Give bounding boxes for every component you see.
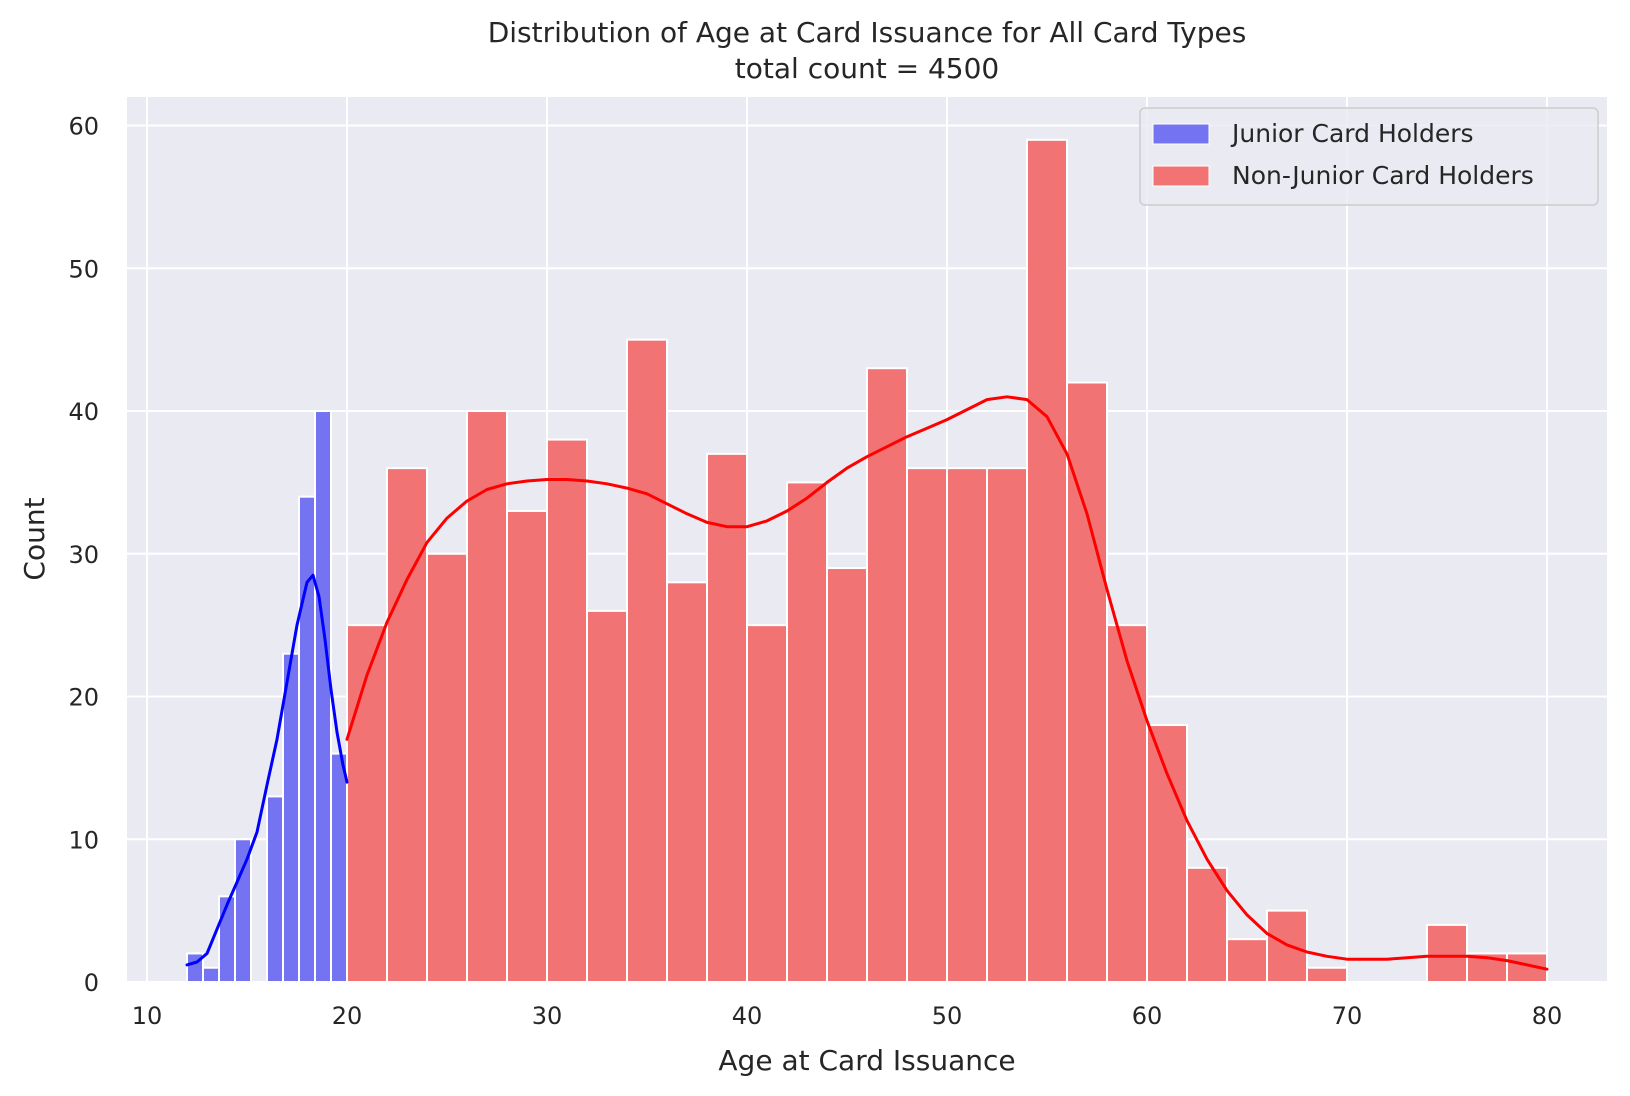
tick-labels: 10 20 30 40 50 60 70 80 0 10 20 30 40 50 60 xyxy=(68,113,1562,1030)
histogram-bar xyxy=(786,481,828,983)
y-tick-label: 20 xyxy=(68,684,99,712)
histogram-bar xyxy=(1186,866,1228,984)
y-axis-label: Count xyxy=(18,497,51,580)
x-tick-label: 10 xyxy=(132,1002,163,1030)
histogram-bar xyxy=(946,467,988,983)
histogram-bar xyxy=(906,467,948,983)
legend-label-junior: Junior Card Holders xyxy=(1230,119,1474,148)
histogram-bar xyxy=(298,495,316,983)
histogram-bar xyxy=(234,838,252,983)
x-tick-label: 70 xyxy=(1332,1002,1363,1030)
histogram-bar xyxy=(706,452,748,983)
histogram-bar xyxy=(626,338,668,983)
histogram-bar xyxy=(346,624,388,983)
histogram-bar xyxy=(314,410,332,983)
histogram-bar xyxy=(330,752,348,984)
y-tick-label: 60 xyxy=(68,113,99,141)
histogram-bar xyxy=(218,895,236,984)
histogram-bar xyxy=(1146,724,1188,983)
histogram-bar xyxy=(1026,138,1068,984)
kde-curve xyxy=(185,573,349,967)
x-tick-label: 30 xyxy=(532,1002,563,1030)
histogram-bar xyxy=(202,966,220,984)
histogram-bar xyxy=(986,467,1028,983)
histogram-bar xyxy=(266,795,284,983)
histogram-bar xyxy=(466,410,508,983)
histogram-bar xyxy=(1066,381,1108,983)
y-tick-label: 40 xyxy=(68,398,99,426)
histogram-bar xyxy=(586,609,628,983)
histogram-bar xyxy=(1426,923,1468,983)
legend-box xyxy=(1139,107,1599,206)
histogram-bar xyxy=(666,581,708,983)
y-tick-label: 50 xyxy=(68,255,99,283)
kde-curve xyxy=(345,395,1549,971)
x-tick-label: 50 xyxy=(932,1002,963,1030)
histogram-bar xyxy=(506,509,548,983)
kde-curves xyxy=(185,395,1549,971)
legend-swatch-non-junior xyxy=(1152,165,1210,187)
y-tick-label: 10 xyxy=(68,826,99,854)
x-tick-label: 60 xyxy=(1132,1002,1163,1030)
histogram-bar xyxy=(1506,952,1548,983)
histogram-bar xyxy=(546,438,588,984)
x-tick-label: 80 xyxy=(1532,1002,1563,1030)
chart-title: Distribution of Age at Card Issuance for… xyxy=(488,16,1247,49)
y-tick-label: 0 xyxy=(84,969,99,997)
legend: Junior Card Holders Non-Junior Card Hold… xyxy=(1139,107,1599,206)
x-tick-label: 40 xyxy=(732,1002,763,1030)
histogram-bar xyxy=(282,652,300,983)
legend-label-non-junior: Non-Junior Card Holders xyxy=(1232,161,1534,190)
x-tick-label: 20 xyxy=(332,1002,363,1030)
histogram-bar xyxy=(386,467,428,983)
histogram-bar xyxy=(746,624,788,983)
x-axis-label: Age at Card Issuance xyxy=(718,1044,1015,1077)
chart-subtitle: total count = 4500 xyxy=(735,52,999,85)
histogram-bar xyxy=(826,567,868,983)
legend-swatch-junior xyxy=(1152,123,1210,145)
histogram-bar xyxy=(1306,966,1348,984)
histogram-bar xyxy=(1106,624,1148,983)
histogram-bars xyxy=(186,138,1548,984)
y-tick-label: 30 xyxy=(68,541,99,569)
histogram-bar xyxy=(1226,938,1268,984)
histogram-bar xyxy=(866,367,908,984)
histogram-bar xyxy=(426,552,468,983)
